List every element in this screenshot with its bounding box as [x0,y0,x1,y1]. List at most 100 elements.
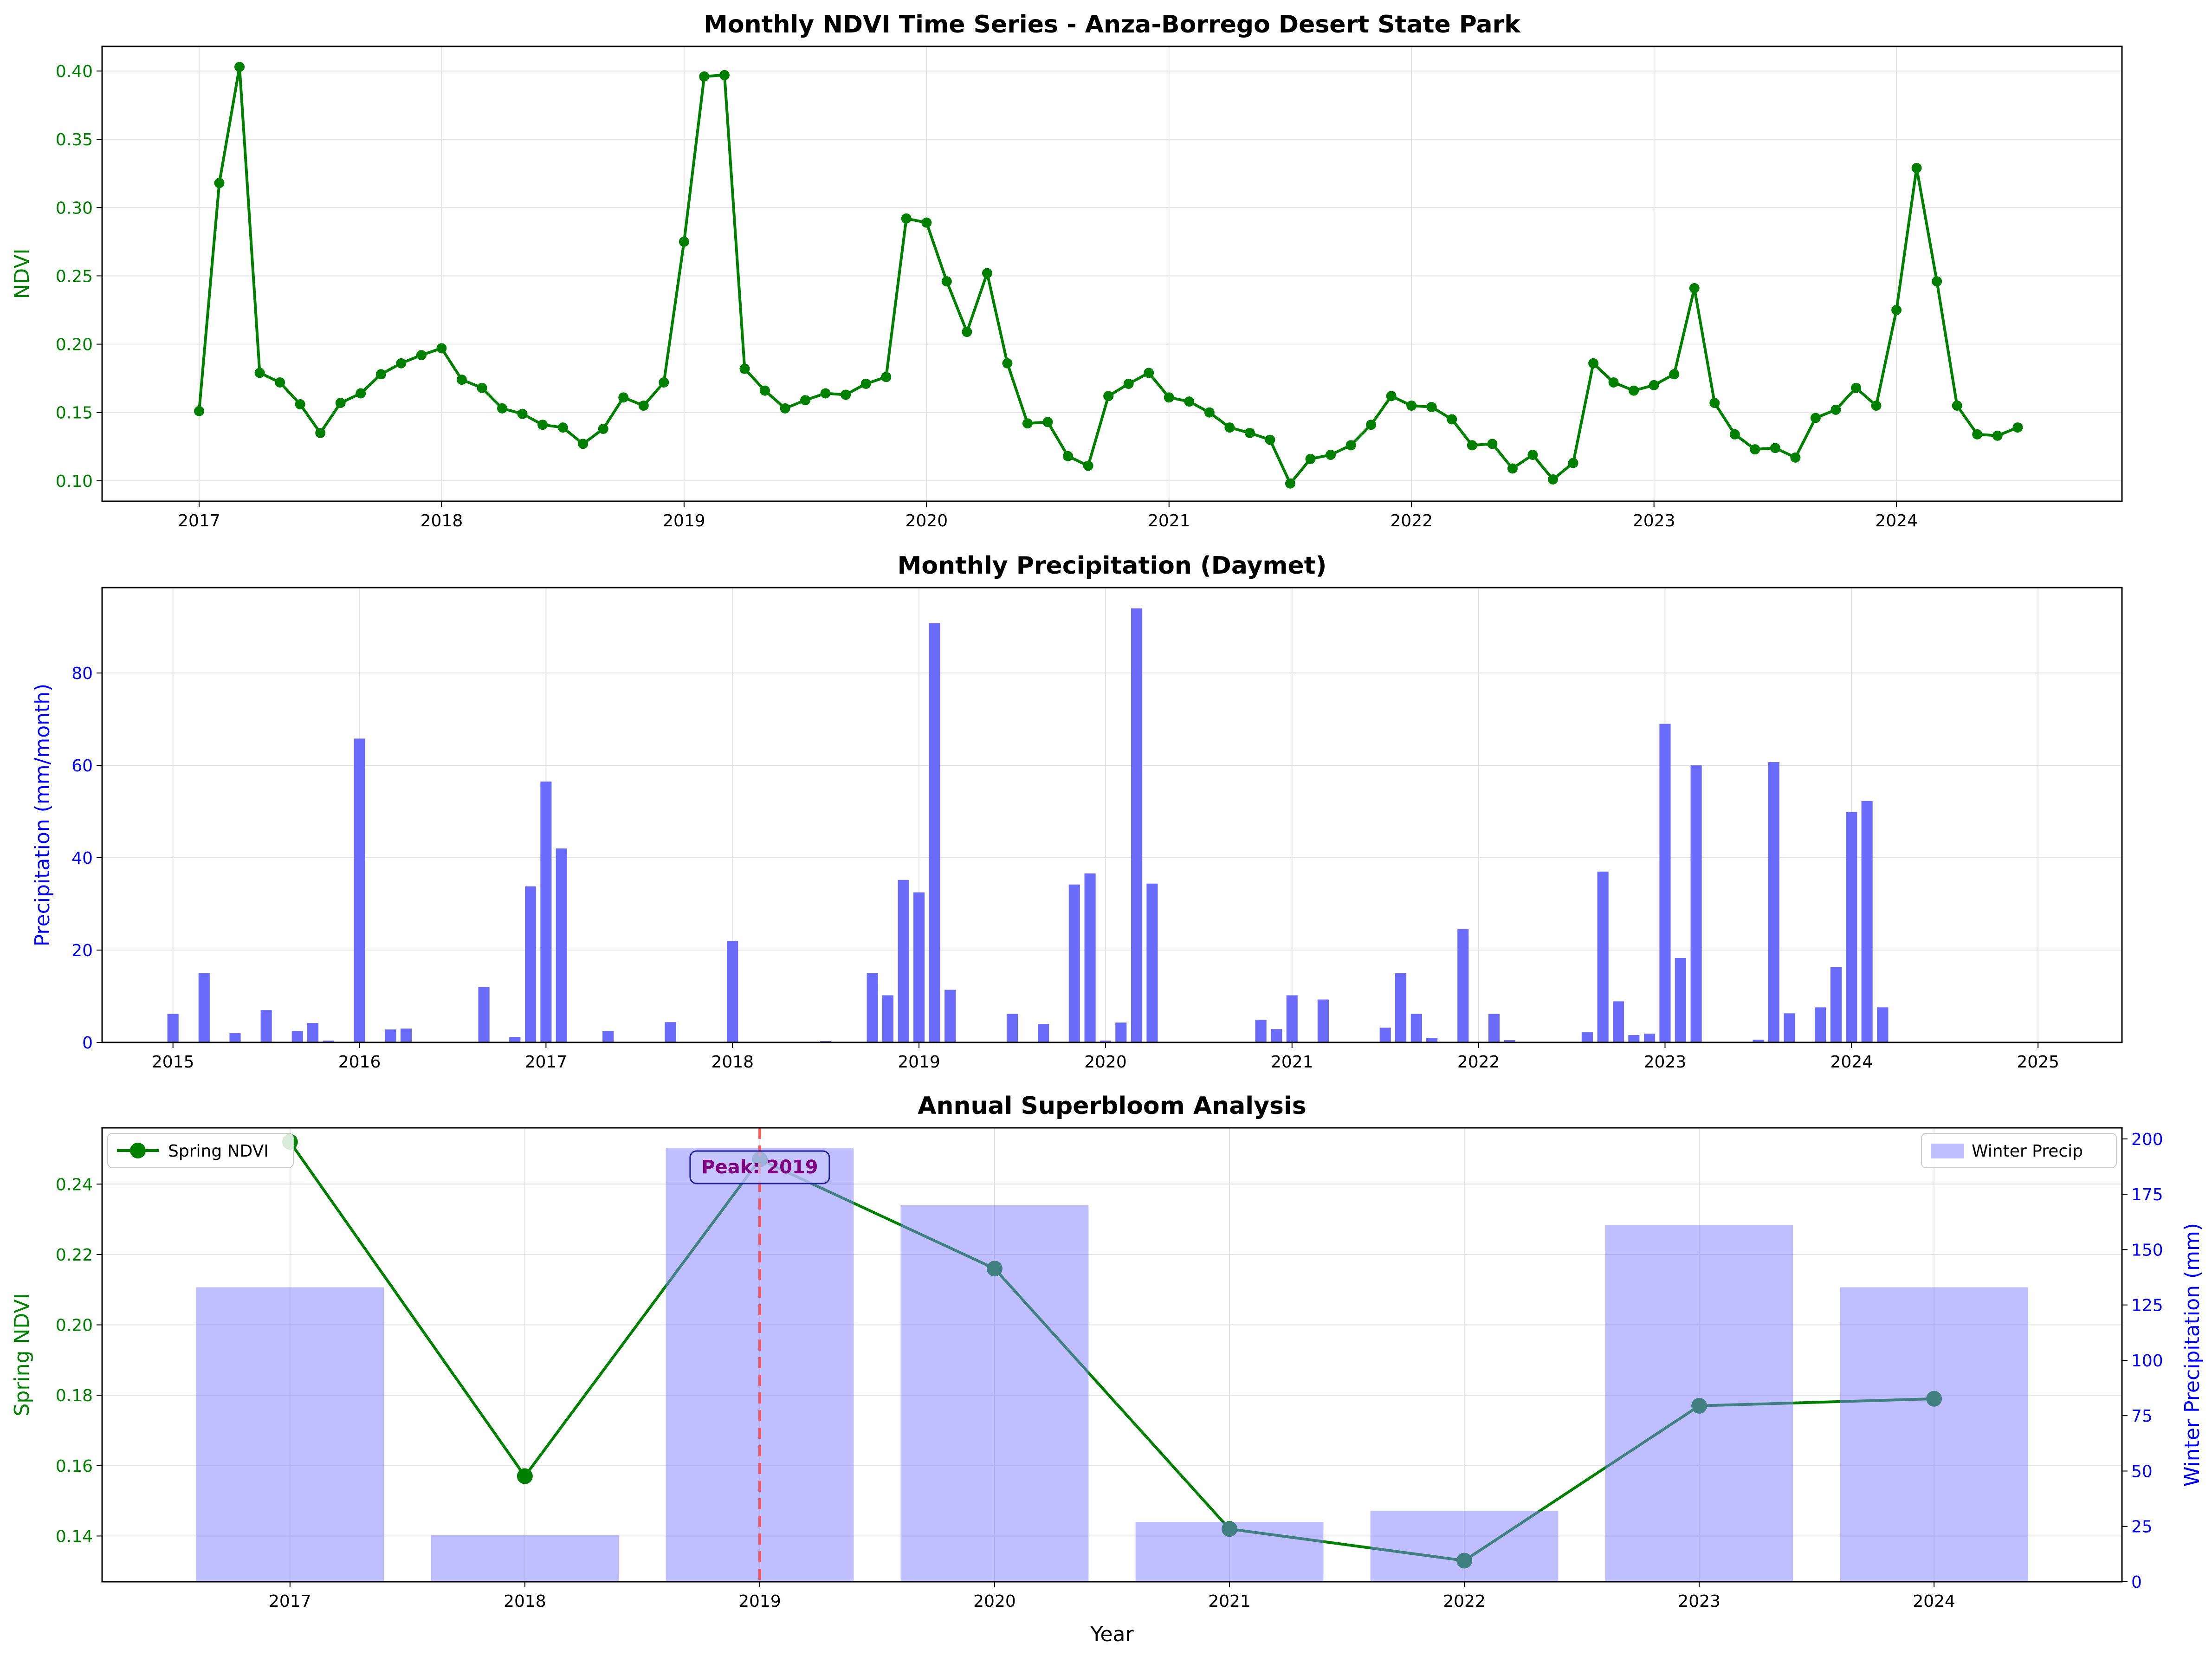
superbloom-chart-title: Annual Superbloom Analysis [918,1092,1307,1120]
precip-bar [1271,1029,1282,1042]
winter-precip-bar [1136,1522,1324,1582]
ndvi-data-point [578,439,588,449]
ndvi-data-point [1629,386,1639,396]
superbloom-right-y-tick-label: 125 [2131,1296,2163,1315]
precip-bar [727,941,738,1042]
precip-bar [1862,801,1873,1042]
ndvi-data-point [719,70,730,80]
ndvi-data-point [1851,383,1861,393]
precip-bar [944,990,956,1042]
precip-x-tick-label: 2022 [1457,1053,1500,1072]
legend-marker-swatch [130,1143,146,1158]
winter-precip-bar [431,1535,619,1582]
precip-bar [1488,1014,1500,1042]
precip-bar [1768,762,1779,1042]
precip-bar [1784,1013,1795,1042]
superbloom-left-y-tick-label: 0.14 [56,1527,93,1546]
precip-bar [540,782,551,1042]
precip-bar [1659,724,1670,1042]
ndvi-data-point [1891,305,1902,315]
ndvi-data-point [1588,358,1598,369]
ndvi-data-point [1830,405,1841,415]
ndvi-data-point [436,343,446,353]
superbloom-x-tick-label: 2019 [738,1592,781,1611]
ndvi-data-point [1326,450,1336,460]
superbloom-right-y-tick-label: 25 [2131,1518,2153,1537]
ndvi-data-point [921,218,931,228]
ndvi-data-point [537,420,548,430]
ndvi-data-point [1609,377,1619,388]
ndvi-data-point [881,372,891,382]
ndvi-data-point [1689,283,1700,293]
superbloom-left-y-tick-label: 0.18 [56,1386,93,1405]
precip-bar [1131,608,1142,1042]
ndvi-data-point [1386,391,1397,401]
precip-bar [168,1014,179,1042]
ndvi-data-point [1043,417,1053,427]
legend-label: Spring NDVI [168,1142,269,1161]
superbloom-left-y-tick-label: 0.22 [56,1246,93,1265]
superbloom-x-tick-label: 2018 [504,1592,546,1611]
superbloom-x-tick-label: 2021 [1208,1592,1251,1611]
legend-label: Winter Precip [1972,1142,2083,1161]
ndvi-data-point [1204,408,1215,418]
precip-bar [525,886,536,1042]
ndvi-x-tick-label: 2024 [1875,511,1918,530]
ndvi-data-point [1972,429,1982,440]
ndvi-data-point [315,428,325,438]
ndvi-data-point [1790,453,1800,463]
ndvi-data-point [336,398,346,408]
superbloom-x-axis-label: Year [1090,1623,1134,1646]
ndvi-data-point [457,375,467,385]
ndvi-data-point [1124,379,1134,389]
ndvi-data-point [659,377,669,388]
ndvi-data-point [1730,429,1740,440]
precip-x-tick-label: 2024 [1830,1053,1873,1072]
ndvi-data-point [982,268,992,278]
ndvi-data-point [1164,392,1174,402]
ndvi-data-point [901,213,912,224]
superbloom-right-y-tick-label: 200 [2131,1130,2163,1149]
ndvi-data-point [416,350,427,360]
ndvi-data-point [618,392,628,402]
ndvi-data-point [1527,450,1538,460]
superbloom-right-y-tick-label: 75 [2131,1407,2153,1426]
precip-bar [1380,1028,1391,1042]
superbloom-x-tick-label: 2022 [1443,1592,1486,1611]
precip-y-tick-label: 60 [71,757,93,776]
precip-x-tick-label: 2016 [338,1053,381,1072]
ndvi-data-point [739,364,750,374]
ndvi-data-point [1002,358,1012,369]
ndvi-data-point [1871,401,1882,411]
precip-bar [1395,973,1406,1042]
ndvi-y-tick-label: 0.35 [56,130,93,149]
precip-bar [479,987,490,1042]
precip-bar [898,880,909,1042]
ndvi-data-point [1265,435,1275,445]
precip-y-axis-label: Precipitation (mm/month) [31,684,54,947]
ndvi-data-point [517,409,528,419]
ndvi-data-point [376,369,386,379]
ndvi-x-tick-label: 2021 [1148,511,1190,530]
ndvi-chart-title: Monthly NDVI Time Series - Anza-Borrego … [704,11,1521,39]
precip-bar [1877,1007,1888,1042]
superbloom-x-tick-label: 2023 [1678,1592,1720,1611]
ndvi-data-point [1406,401,1416,411]
precip-bar [1007,1014,1018,1042]
precip-bar [1457,929,1468,1042]
ndvi-data-point [1224,422,1235,433]
precip-x-tick-label: 2025 [2017,1053,2059,1072]
ndvi-data-point [1912,163,1922,173]
precip-bar [1675,958,1686,1042]
ndvi-data-point [1992,431,2003,441]
ndvi-data-point [1932,276,1942,286]
precip-bar [261,1010,272,1042]
ndvi-data-point [1447,414,1457,424]
ndvi-data-point [1366,420,1376,430]
ndvi-data-point [1103,391,1113,401]
legend-spring-ndvi: Spring NDVI [108,1133,293,1168]
precip-bar [1115,1022,1126,1042]
ndvi-x-tick-label: 2017 [178,511,220,530]
precip-bar [292,1031,303,1042]
